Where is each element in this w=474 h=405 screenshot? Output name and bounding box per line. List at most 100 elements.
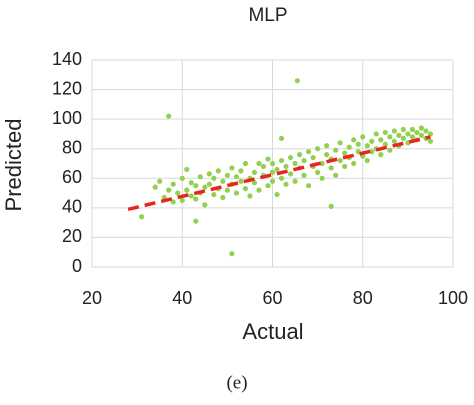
point: [319, 175, 325, 181]
trend-line: [127, 135, 431, 212]
point: [427, 138, 434, 144]
point: [220, 178, 226, 184]
caption: (e): [226, 372, 247, 393]
point: [242, 160, 249, 167]
point: [328, 203, 334, 209]
point: [197, 174, 203, 180]
point: [342, 150, 348, 156]
point: [193, 196, 199, 202]
point: [301, 172, 307, 178]
point: [391, 138, 397, 144]
point: [306, 183, 312, 189]
point: [166, 113, 172, 119]
point: [292, 160, 298, 167]
point: [229, 251, 235, 257]
point: [157, 178, 163, 184]
point: [184, 166, 190, 173]
point: [423, 128, 429, 134]
point: [256, 187, 262, 193]
point: [369, 138, 375, 144]
point: [360, 134, 366, 140]
point: [170, 199, 176, 205]
point: [238, 168, 244, 174]
point: [391, 128, 397, 134]
point: [211, 191, 217, 198]
point: [179, 175, 185, 181]
point: [324, 143, 330, 149]
point: [405, 131, 411, 137]
point: [229, 165, 235, 171]
point: [328, 165, 334, 171]
point: [342, 163, 348, 170]
point: [260, 163, 267, 170]
point: [224, 187, 230, 193]
x-axis-label: Actual: [242, 319, 303, 344]
point: [364, 143, 370, 149]
x-tick-label: 20: [82, 288, 102, 308]
point: [373, 131, 379, 137]
point: [206, 171, 212, 177]
x-tick-label: 40: [172, 288, 192, 308]
point: [139, 214, 145, 220]
point: [233, 190, 239, 196]
y-tick-label: 20: [62, 226, 82, 246]
point: [188, 180, 194, 186]
point: [355, 141, 361, 147]
point: [310, 154, 316, 161]
point: [346, 144, 352, 150]
point: [188, 193, 194, 199]
y-tick-label: 140: [52, 49, 82, 69]
point: [315, 146, 321, 152]
point: [396, 132, 402, 139]
point: [414, 129, 420, 136]
point: [364, 157, 370, 164]
point: [378, 152, 384, 158]
point: [256, 160, 262, 167]
point: [278, 157, 285, 164]
x-tick-label: 60: [262, 288, 282, 308]
y-tick-label: 40: [62, 197, 82, 217]
point: [242, 186, 249, 192]
y-axis-label: Predicted: [1, 119, 26, 212]
point: [337, 157, 343, 164]
point: [224, 172, 230, 178]
point: [418, 125, 425, 131]
point: [166, 187, 172, 193]
point: [294, 78, 300, 84]
point: [409, 126, 415, 133]
point: [292, 178, 298, 184]
point: [152, 184, 158, 190]
point: [193, 218, 199, 224]
point: [333, 172, 339, 178]
point: [269, 160, 276, 167]
point: [278, 175, 285, 181]
y-tick-label: 60: [62, 167, 82, 187]
point: [427, 131, 434, 137]
point: [238, 178, 244, 184]
point: [175, 190, 181, 196]
point: [211, 175, 217, 181]
point: [251, 169, 258, 175]
point: [400, 126, 406, 133]
point: [287, 154, 294, 161]
point: [387, 147, 393, 153]
point: [274, 191, 280, 198]
point: [387, 134, 393, 140]
x-tick-label: 80: [353, 288, 373, 308]
point: [278, 135, 285, 141]
point: [418, 132, 425, 139]
point: [351, 160, 357, 167]
point: [400, 135, 406, 141]
point: [301, 157, 307, 164]
point: [202, 184, 208, 190]
y-tick-label: 100: [52, 108, 82, 128]
point: [306, 149, 312, 155]
point: [179, 197, 185, 204]
x-tick-label: 100: [438, 288, 468, 308]
point: [274, 166, 280, 173]
point: [333, 147, 339, 153]
point: [324, 152, 330, 158]
point: [170, 181, 176, 187]
point: [378, 137, 384, 143]
